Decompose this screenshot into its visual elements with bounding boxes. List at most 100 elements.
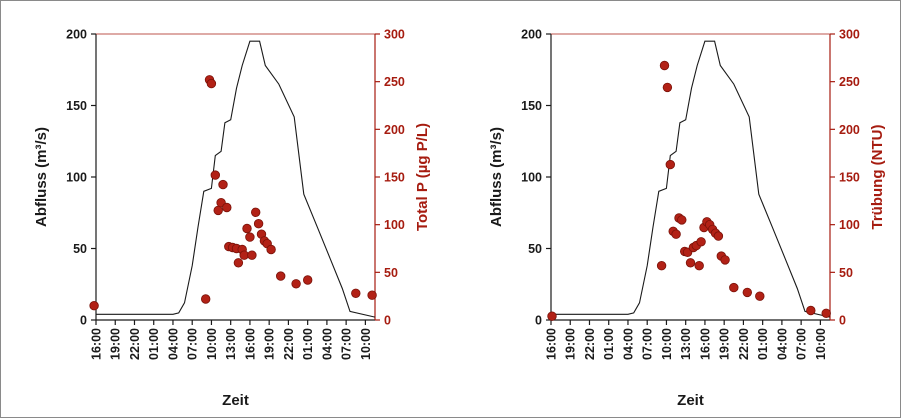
left-axis-title: Abfluss (m³/s) bbox=[33, 127, 50, 227]
x-tick-label: 10:00 bbox=[660, 328, 674, 360]
data-point bbox=[206, 78, 217, 89]
left-tick-label: 150 bbox=[521, 99, 542, 113]
data-point bbox=[233, 258, 244, 268]
data-point bbox=[291, 279, 301, 289]
data-point bbox=[276, 271, 286, 281]
discharge-line bbox=[551, 40, 831, 318]
right-tick-label: 250 bbox=[384, 75, 405, 89]
data-point bbox=[656, 261, 667, 271]
data-point bbox=[253, 218, 264, 229]
x-tick-label: 22:00 bbox=[583, 328, 597, 360]
x-tick-label: 07:00 bbox=[186, 328, 200, 360]
x-tick-label: 07:00 bbox=[340, 328, 354, 360]
x-tick-label: 01:00 bbox=[756, 328, 770, 360]
x-axis-title: Zeit bbox=[222, 392, 249, 409]
data-point bbox=[266, 244, 276, 255]
right-tick-label: 100 bbox=[384, 218, 405, 232]
right-tick-label: 0 bbox=[384, 314, 391, 328]
right-axis-title: Trübung (NTU) bbox=[869, 125, 886, 230]
data-point bbox=[720, 255, 730, 265]
right-tick-label: 250 bbox=[839, 75, 860, 89]
right-tick-label: 0 bbox=[839, 314, 846, 328]
x-tick-label: 16:00 bbox=[698, 328, 712, 360]
x-tick-label: 07:00 bbox=[795, 328, 809, 360]
x-tick-label: 07:00 bbox=[641, 328, 655, 360]
right-tick-label: 50 bbox=[384, 266, 398, 280]
x-axis-title: Zeit bbox=[677, 392, 704, 409]
x-tick-label: 10:00 bbox=[814, 328, 828, 360]
chart-total-p: 0 50 100 150 200 0 50 100 150 200 250 300 16:00 19:00… bbox=[33, 28, 431, 410]
data-point bbox=[367, 290, 377, 300]
x-tick-label: 04:00 bbox=[166, 328, 180, 360]
left-tick-label: 200 bbox=[521, 28, 542, 42]
x-tick-label: 10:00 bbox=[205, 328, 219, 360]
left-axis-title: Abfluss (m³/s) bbox=[488, 127, 505, 227]
left-tick-label: 0 bbox=[80, 314, 87, 328]
right-tick-label: 200 bbox=[839, 123, 860, 137]
x-tick-label: 19:00 bbox=[263, 328, 277, 360]
data-point bbox=[89, 301, 99, 311]
data-point bbox=[247, 250, 257, 260]
data-point bbox=[222, 202, 232, 213]
data-point bbox=[200, 294, 211, 304]
left-tick-label: 0 bbox=[535, 314, 542, 328]
data-point bbox=[677, 215, 687, 225]
right-tick-label: 300 bbox=[384, 28, 405, 42]
data-point bbox=[303, 275, 313, 285]
data-point bbox=[245, 232, 255, 242]
data-point bbox=[351, 288, 361, 299]
x-tick-label: 19:00 bbox=[718, 328, 732, 360]
discharge-line bbox=[96, 40, 376, 318]
x-tick-label: 13:00 bbox=[224, 328, 238, 360]
data-point bbox=[821, 308, 831, 319]
x-tick-label: 16:00 bbox=[545, 328, 559, 360]
left-tick-label: 50 bbox=[528, 242, 542, 256]
x-tick-label: 22:00 bbox=[128, 328, 142, 360]
data-point bbox=[685, 258, 696, 268]
x-tick-label: 04:00 bbox=[320, 328, 334, 360]
left-tick-label: 100 bbox=[521, 171, 542, 185]
right-tick-label: 200 bbox=[384, 123, 405, 137]
right-tick-label: 150 bbox=[839, 171, 860, 185]
left-tick-label: 50 bbox=[73, 242, 87, 256]
x-tick-label: 01:00 bbox=[602, 328, 616, 360]
data-point bbox=[659, 60, 670, 71]
data-point bbox=[713, 231, 724, 241]
x-tick-label: 13:00 bbox=[679, 328, 693, 360]
data-point bbox=[547, 311, 557, 321]
x-tick-label: 01:00 bbox=[147, 328, 161, 360]
left-tick-label: 100 bbox=[66, 171, 87, 185]
data-point bbox=[696, 237, 706, 247]
data-point bbox=[755, 291, 765, 301]
x-tick-label: 22:00 bbox=[282, 328, 296, 360]
chart-truebung: 0 50 100 150 200 0 50 100 150 200 250 300 16:00 19:00… bbox=[488, 28, 886, 410]
x-tick-label: 04:00 bbox=[621, 328, 635, 360]
right-axis-title: Total P (µg P/L) bbox=[414, 123, 431, 231]
x-tick-label: 19:00 bbox=[109, 328, 123, 360]
data-point bbox=[665, 159, 676, 170]
data-point bbox=[671, 229, 681, 239]
x-tick-label: 04:00 bbox=[775, 328, 789, 360]
data-point bbox=[250, 207, 261, 218]
right-tick-label: 100 bbox=[839, 218, 860, 232]
left-tick-label: 200 bbox=[66, 28, 87, 42]
data-point bbox=[218, 179, 228, 190]
x-tick-label: 10:00 bbox=[359, 328, 373, 360]
x-tick-label: 19:00 bbox=[564, 328, 578, 360]
data-point bbox=[806, 305, 816, 316]
data-point bbox=[694, 261, 704, 271]
x-tick-label: 16:00 bbox=[90, 328, 104, 360]
right-tick-label: 150 bbox=[384, 171, 405, 185]
data-point bbox=[210, 170, 221, 180]
left-tick-label: 150 bbox=[66, 99, 87, 113]
data-point bbox=[742, 287, 753, 298]
right-tick-label: 50 bbox=[839, 266, 853, 280]
data-point bbox=[662, 82, 673, 93]
x-tick-label: 01:00 bbox=[301, 328, 315, 360]
right-tick-label: 300 bbox=[839, 28, 860, 42]
data-point bbox=[729, 282, 739, 293]
data-point bbox=[242, 223, 252, 234]
x-tick-label: 16:00 bbox=[243, 328, 257, 360]
